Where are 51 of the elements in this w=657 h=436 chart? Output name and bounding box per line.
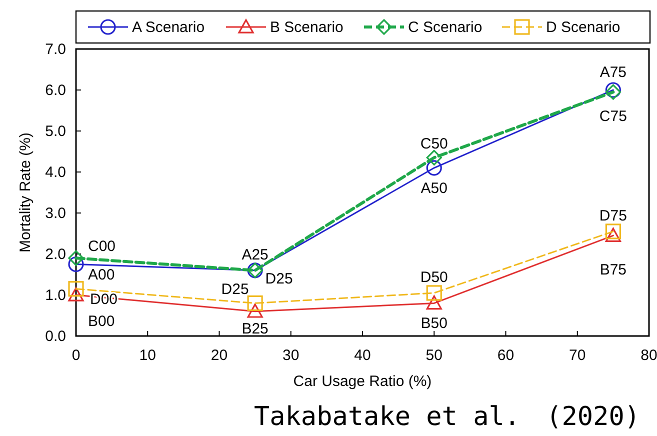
point — [68, 287, 84, 302]
point — [68, 281, 84, 297]
y-tick-label: 1.0 — [45, 287, 66, 304]
annotation: C75 — [599, 108, 627, 126]
legend-label: C Scenario — [408, 19, 482, 36]
annotation: A75 — [600, 64, 627, 81]
annotation: D25 — [221, 281, 249, 298]
annotation: D50 — [420, 268, 448, 286]
legend-label: B Scenario — [270, 19, 344, 36]
y-tick-label: 2.0 — [45, 246, 66, 263]
annotation: C50 — [420, 136, 448, 153]
x-tick-label: 10 — [139, 347, 156, 364]
x-tick-label: 50 — [426, 347, 442, 364]
annotation: B50 — [420, 315, 448, 332]
y-tick-label: 4.0 — [45, 164, 66, 181]
annotation: D25 — [265, 270, 293, 288]
point — [68, 256, 84, 272]
y-tick-label: 0.0 — [45, 328, 66, 345]
point — [426, 295, 442, 310]
annotation: A00 — [88, 266, 115, 284]
point — [426, 285, 442, 301]
y-tick-label: 5.0 — [45, 123, 66, 140]
y-tick-label: 6.0 — [45, 82, 66, 99]
x-tick-label: 80 — [640, 347, 657, 364]
legend-label: D Scenario — [546, 19, 620, 36]
x-tick-label: 20 — [210, 347, 228, 364]
y-tick-label: 3.0 — [45, 205, 66, 222]
x-tick-label: 30 — [282, 347, 300, 364]
y-axis-title: Mortality Rate (%) — [17, 132, 34, 253]
annotation: A25 — [242, 246, 268, 264]
point — [247, 295, 263, 311]
y-tick-label: 7.0 — [45, 41, 66, 58]
point — [426, 160, 442, 176]
x-tick-label: 0 — [72, 347, 80, 364]
x-tick-label: 70 — [569, 347, 586, 364]
annotation: A50 — [420, 180, 448, 197]
legend-label: A Scenario — [132, 19, 205, 36]
point — [605, 224, 621, 240]
x-axis-title: Car Usage Ratio (%) — [293, 373, 432, 390]
x-tick-label: 60 — [497, 347, 514, 364]
x-tick-label: 40 — [354, 347, 371, 364]
point — [247, 304, 263, 318]
annotation: B75 — [600, 262, 627, 279]
point — [426, 150, 442, 166]
annotation: C00 — [88, 238, 116, 256]
text: Takabatake et al. (2020) — [254, 402, 640, 432]
point — [68, 250, 84, 266]
annotation: B25 — [242, 320, 268, 338]
point — [605, 228, 621, 242]
annotation: D75 — [599, 207, 627, 224]
annotation: B00 — [88, 313, 115, 330]
